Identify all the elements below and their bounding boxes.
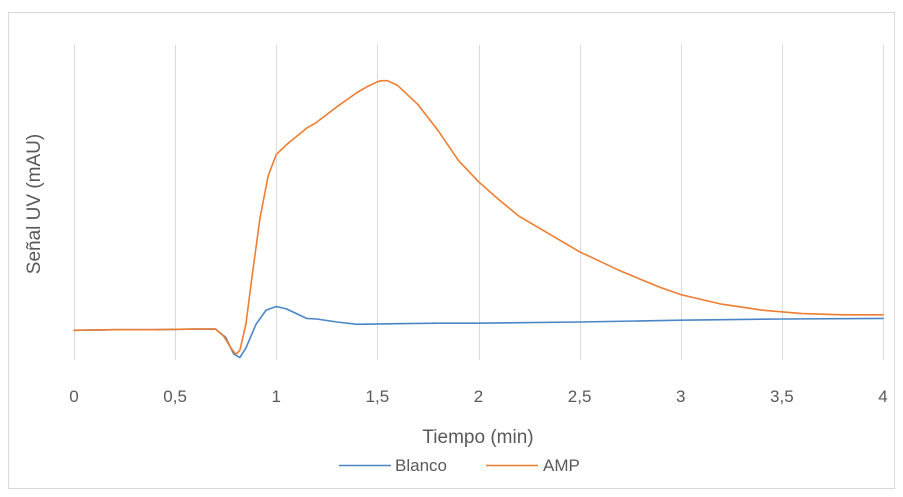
x-tick-label: 0,5 [163, 387, 187, 406]
x-tick-label: 1 [272, 387, 281, 406]
x-tick-label: 1,5 [366, 387, 390, 406]
series-line-amp [73, 79, 884, 355]
chart-frame [8, 12, 895, 489]
y-axis-label: Señal UV (mAU) [24, 134, 45, 274]
x-axis-label: Tiempo (min) [422, 427, 533, 448]
vertical-gridlines [74, 45, 884, 360]
x-tick-label: 4 [878, 387, 887, 406]
x-tick-label: 3,5 [770, 387, 794, 406]
legend: Blanco AMP [339, 456, 580, 475]
x-tick-label: 2,5 [568, 387, 592, 406]
x-tick-labels: 0 0,5 1 1,5 2 2,5 3 3,5 4 [69, 387, 887, 406]
x-tick-label: 3 [676, 387, 685, 406]
legend-label-blanco: Blanco [395, 456, 447, 475]
x-tick-label: 0 [69, 387, 78, 406]
series-lines [73, 79, 884, 359]
legend-label-amp: AMP [543, 456, 580, 475]
x-tick-label: 2 [474, 387, 483, 406]
